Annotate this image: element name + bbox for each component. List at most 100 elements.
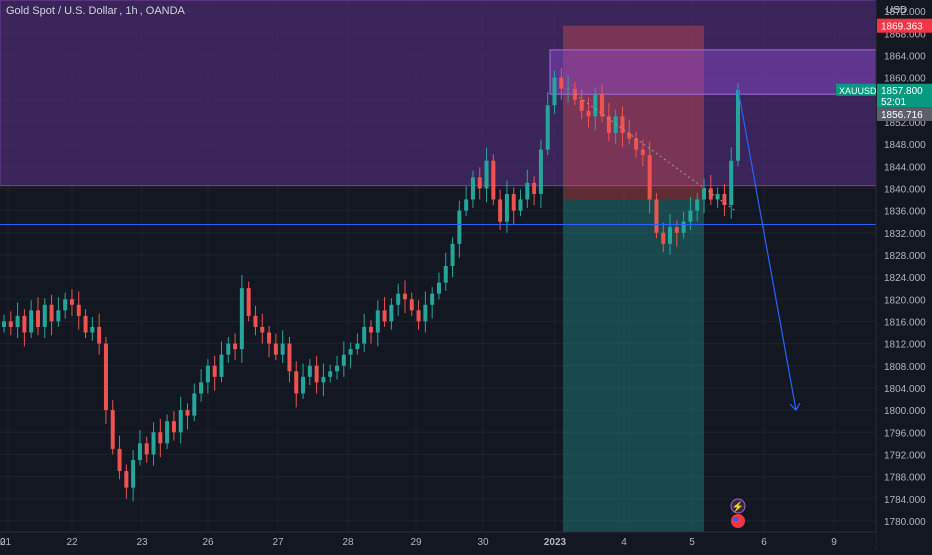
symbol-tag: XAUUSD [839, 86, 877, 96]
price-tick-label: 1868.000 [884, 29, 926, 40]
candle-body [253, 315, 258, 327]
candle-body [267, 332, 272, 344]
time-tick-label: 2023 [544, 537, 567, 548]
candle-body [661, 232, 666, 244]
price-tick-label: 1848.000 [884, 140, 926, 151]
candle-body [532, 182, 537, 194]
candle-body [491, 160, 496, 200]
price-tick-label: 1864.000 [884, 51, 926, 62]
stop-price-label: 1869.363 [881, 22, 923, 33]
candle-body [518, 199, 523, 211]
price-tick-label: 1828.000 [884, 251, 926, 262]
candle-body [260, 326, 265, 333]
candle-body [205, 365, 210, 383]
price-tick-label: 1836.000 [884, 207, 926, 218]
candle-body [226, 343, 231, 355]
candle-body [708, 188, 713, 200]
price-tick-label: 1812.000 [884, 340, 926, 351]
lightning-icon-glyph: ⚡ [732, 500, 744, 513]
price-tick-label: 1820.000 [884, 295, 926, 306]
price-tick-label: 1844.000 [884, 162, 926, 173]
candle-body [15, 315, 20, 327]
candle-body [178, 410, 183, 433]
candle-body [294, 371, 299, 394]
candle-body [416, 310, 421, 322]
candle-body [572, 88, 577, 100]
candle-body [511, 193, 516, 211]
candle-body [736, 89, 740, 161]
price-tick-label: 1808.000 [884, 362, 926, 373]
candle-body [450, 243, 455, 266]
candle-body [674, 227, 679, 233]
candle-body [233, 343, 238, 350]
grey-price-label: 1856.716 [881, 110, 923, 121]
candle-body [49, 304, 54, 322]
symbol-tag-bg [836, 83, 876, 96]
time-tick-label: 5 [689, 537, 695, 548]
candle-body [287, 343, 292, 372]
candle-body [606, 116, 611, 133]
candle-body [538, 149, 543, 194]
time-tick-label: 21 [0, 537, 12, 548]
candle-body [42, 304, 47, 327]
candle-body [307, 365, 312, 377]
candle-body [409, 299, 414, 311]
candle-body [430, 293, 435, 305]
candle-body [341, 354, 346, 366]
candle-body [579, 99, 584, 111]
candle-body [246, 288, 251, 316]
candle-body [443, 266, 448, 283]
candle-body [477, 177, 482, 189]
candle-body [76, 304, 81, 316]
time-tick-label: 27 [272, 537, 284, 548]
candle-body [239, 288, 244, 350]
broker-label: OANDA [145, 5, 185, 17]
candle-body [362, 326, 367, 344]
price-tick-label: 1788.000 [884, 473, 926, 484]
lightning-icon [730, 498, 746, 514]
candle-body [545, 105, 550, 150]
time-tick-label: 23 [136, 537, 148, 548]
candle-body [69, 299, 74, 305]
price-tick-label: 1816.000 [884, 317, 926, 328]
candle-body [2, 321, 6, 327]
candle-body [702, 188, 707, 200]
candle-body [566, 88, 571, 90]
candle-body [335, 365, 340, 372]
candle-body [640, 149, 645, 156]
overlays: ⚡ [0, 88, 876, 528]
candle-body [681, 221, 686, 233]
candle-body [586, 110, 591, 117]
price-tick-label: 1780.000 [884, 517, 926, 528]
candle-body [600, 94, 605, 117]
symbol-name: Gold Spot / U.S. Dollar [6, 5, 118, 17]
time-tick-label: 6 [761, 537, 767, 548]
price-tick-label: 1860.000 [884, 74, 926, 85]
price-tick-label: 1840.000 [884, 184, 926, 195]
price-tick-label: 1784.000 [884, 495, 926, 506]
countdown-label: 52:01 [881, 97, 906, 108]
candle-body [613, 116, 618, 133]
price-tick-label: 1824.000 [884, 273, 926, 284]
candle-body [22, 315, 27, 333]
price-tick-label: 1796.000 [884, 428, 926, 439]
last-price-label: 1857.800 [881, 86, 923, 97]
candle-body [63, 299, 68, 311]
candle-body [117, 448, 122, 472]
candle-body [389, 304, 394, 322]
candle-body [470, 177, 475, 200]
candle-body [97, 326, 102, 344]
candle-body [280, 343, 285, 355]
candle-body [355, 343, 360, 350]
candle-body [29, 310, 34, 333]
candle-body [158, 432, 163, 444]
candle-body [436, 282, 441, 294]
candle-body [212, 365, 217, 377]
candle-body [464, 199, 469, 211]
candle-body [131, 459, 136, 488]
time-tick-label: 4 [621, 537, 627, 548]
candle-body [56, 310, 61, 322]
